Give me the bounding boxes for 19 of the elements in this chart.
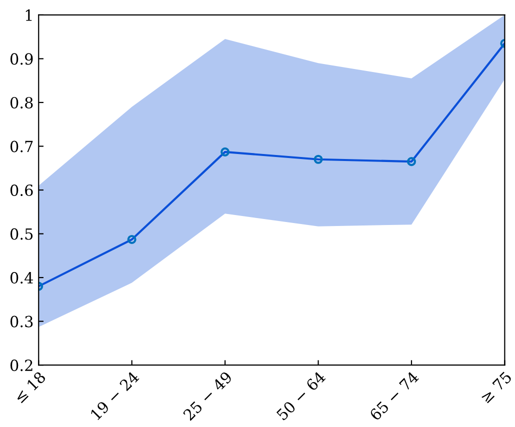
x-tick-label: ≤ 18 xyxy=(14,370,46,404)
x-tick-label: 25 − 49 xyxy=(182,370,233,421)
y-tick-label: 1 xyxy=(26,9,32,21)
point xyxy=(220,147,230,156)
x-tick-label: 65 − 74 xyxy=(368,370,420,421)
y-tick-label: 0.2 xyxy=(10,360,32,372)
y-tick-label: 0.6 xyxy=(10,184,33,196)
x-tick-label: 19 − 24 xyxy=(90,370,140,420)
point xyxy=(406,157,416,166)
y-tick-label: 0.4 xyxy=(10,272,33,284)
x-tick-label: 50 − 64 xyxy=(276,370,326,421)
y-tick-label: 0.9 xyxy=(10,53,33,65)
point xyxy=(127,234,136,244)
y-tick-label: 0.5 xyxy=(10,228,33,240)
y-tick-label: 0.3 xyxy=(10,316,33,328)
y-tick-label: 0.8 xyxy=(10,96,33,108)
y-tick-label: 0.7 xyxy=(10,140,33,152)
x-tick-label: ≥ 75 xyxy=(480,371,512,404)
point xyxy=(314,154,323,164)
